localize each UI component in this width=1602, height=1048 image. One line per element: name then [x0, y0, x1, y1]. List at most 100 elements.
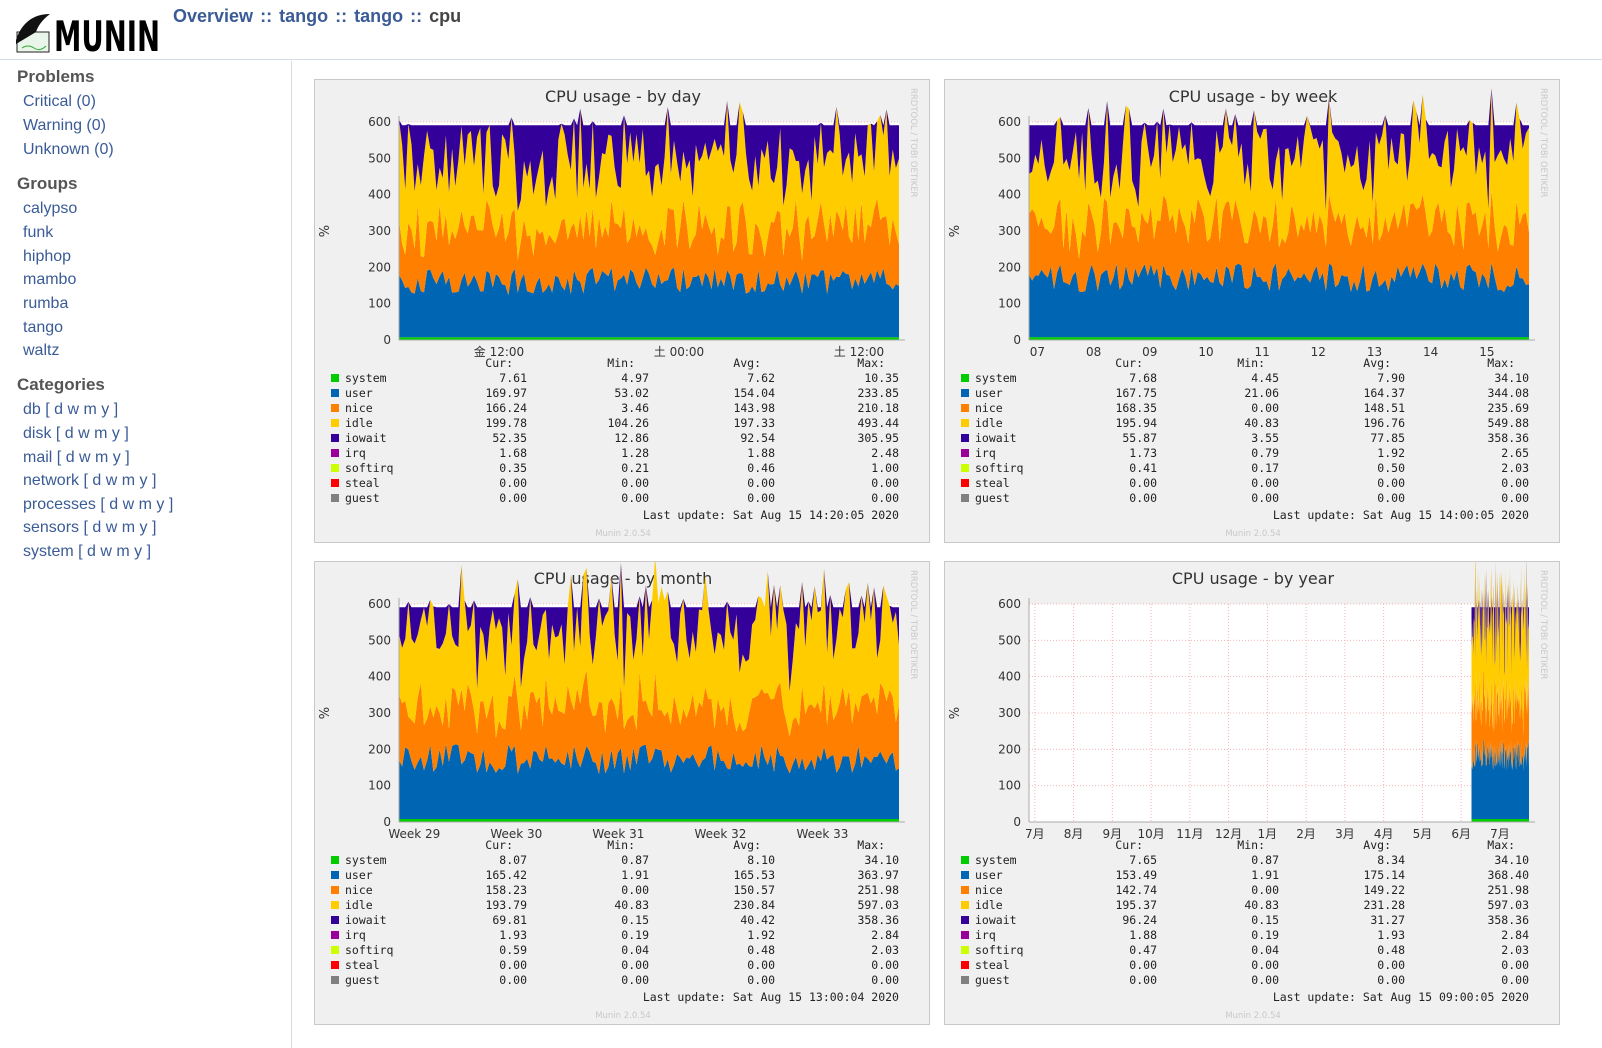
- legend-min: 0.00: [1251, 958, 1279, 972]
- x-tick-label: 5月: [1413, 827, 1433, 841]
- legend-min: 0.04: [621, 943, 649, 957]
- category-period-links[interactable]: [ d w m y ]: [55, 425, 129, 442]
- legend-avg: 0.00: [1377, 958, 1405, 972]
- y-tick-label: 200: [998, 742, 1021, 756]
- legend-min: 0.00: [621, 476, 649, 490]
- group-link-mambo[interactable]: mambo: [23, 271, 77, 288]
- group-link-tango[interactable]: tango: [23, 319, 64, 336]
- y-axis-label: %: [948, 225, 963, 237]
- legend-avg: 0.00: [747, 476, 775, 490]
- x-tick-label: 土 12:00: [834, 345, 884, 359]
- legend-avg: 40.42: [740, 913, 775, 927]
- graph-year[interactable]: CPU usage - by year 0 100 200 300 400 500 600% 7…: [944, 561, 1560, 1025]
- breadcrumb-separator: ::: [410, 6, 423, 26]
- legend-swatch-softirq: [961, 464, 969, 472]
- legend-cur: 0.00: [499, 973, 527, 987]
- legend-min: 0.79: [1251, 446, 1279, 460]
- graph-week[interactable]: CPU usage - by week 0 100 200 300 400 500 600% 0…: [944, 79, 1560, 543]
- legend-avg: 1.92: [747, 928, 775, 942]
- legend-cur: 165.42: [485, 868, 527, 882]
- legend-swatch-iowait: [961, 434, 969, 442]
- legend-swatch-irq: [331, 931, 339, 939]
- x-tick-label: 4月: [1374, 827, 1394, 841]
- series-area-nice: [399, 198, 899, 295]
- legend-label: nice: [345, 401, 373, 415]
- legend-max: 2.03: [871, 943, 899, 957]
- category-period-links[interactable]: [ d w m y ]: [83, 519, 157, 536]
- y-axis-label: %: [948, 707, 963, 719]
- legend-min: 0.00: [1251, 973, 1279, 987]
- legend-min: 0.19: [1251, 928, 1279, 942]
- x-tick-label: 土 00:00: [654, 345, 704, 359]
- legend-swatch-system: [331, 856, 339, 864]
- legend-min: 1.91: [621, 868, 649, 882]
- y-tick-label: 300: [368, 706, 391, 720]
- group-link-rumba[interactable]: rumba: [23, 295, 69, 312]
- legend-label: system: [975, 853, 1017, 867]
- graph-day[interactable]: CPU usage - by day 0 100 200 300 400 500 600% 金 …: [314, 79, 930, 543]
- legend-min: 0.17: [1251, 461, 1279, 475]
- category-link[interactable]: db: [23, 401, 41, 418]
- breadcrumb-group[interactable]: tango: [279, 6, 329, 26]
- legend-max: 0.00: [1501, 973, 1529, 987]
- rrdtool-watermark: RRDTOOL / TOBI OETIKER: [908, 88, 918, 198]
- breadcrumb-host[interactable]: tango: [354, 6, 404, 26]
- category-link[interactable]: processes: [23, 496, 96, 513]
- category-link[interactable]: network: [23, 472, 80, 489]
- graph-title: CPU usage - by day: [545, 87, 701, 106]
- legend-avg: 230.84: [733, 898, 775, 912]
- y-tick-label: 400: [998, 188, 1021, 202]
- category-period-links[interactable]: [ d w m y ]: [45, 401, 119, 418]
- group-link-funk[interactable]: funk: [23, 224, 54, 241]
- legend-swatch-guest: [961, 976, 969, 984]
- graph-month[interactable]: CPU usage - by month 0 100 200 300 400 500 600%…: [314, 561, 930, 1025]
- x-tick-label: 12: [1311, 345, 1326, 359]
- legend-avg: 0.48: [747, 943, 775, 957]
- legend-min: 0.15: [621, 913, 649, 927]
- legend-header-max: Max:: [1487, 838, 1515, 852]
- legend-max: 233.85: [857, 386, 899, 400]
- category-link[interactable]: mail: [23, 449, 53, 466]
- breadcrumb-overview[interactable]: Overview: [173, 6, 254, 26]
- y-tick-label: 500: [998, 151, 1021, 165]
- legend-avg: 143.98: [733, 401, 775, 415]
- category-link[interactable]: disk: [23, 425, 52, 442]
- category-period-links[interactable]: [ d w m y ]: [83, 472, 157, 489]
- x-tick-label: 11月: [1176, 827, 1203, 841]
- legend-swatch-nice: [331, 404, 339, 412]
- munin-version: Munin 2.0.54: [1225, 529, 1281, 539]
- category-period-links[interactable]: [ d w m y ]: [56, 449, 130, 466]
- categories-heading: Categories: [17, 375, 105, 394]
- breadcrumb: Overview :: tango :: tango :: cpu: [173, 6, 461, 27]
- legend-swatch-nice: [961, 404, 969, 412]
- category-period-links[interactable]: [ d w m y ]: [100, 496, 174, 513]
- y-tick-label: 0: [1013, 333, 1021, 347]
- legend-swatch-guest: [331, 976, 339, 984]
- category-link[interactable]: sensors: [23, 519, 80, 536]
- category-link[interactable]: system: [23, 543, 74, 560]
- y-axis-label: %: [318, 707, 333, 719]
- group-link-hiphop[interactable]: hiphop: [23, 248, 72, 265]
- problem-warning-link[interactable]: Warning (0): [23, 117, 106, 134]
- group-link-calypso[interactable]: calypso: [23, 200, 78, 217]
- y-tick-label: 100: [368, 779, 391, 793]
- legend-min: 3.55: [1251, 431, 1279, 445]
- munin-logo[interactable]: MUNIN: [16, 10, 162, 61]
- category-sensors: sensors [ d w m y ]: [23, 519, 156, 537]
- legend-label: nice: [975, 883, 1003, 897]
- group-link-waltz[interactable]: waltz: [23, 342, 60, 359]
- legend-cur: 0.00: [499, 476, 527, 490]
- legend-label: softirq: [345, 461, 393, 475]
- problem-unknown-link[interactable]: Unknown (0): [23, 141, 114, 158]
- category-period-links[interactable]: [ d w m y ]: [78, 543, 152, 560]
- legend-max: 0.00: [1501, 958, 1529, 972]
- legend-swatch-idle: [331, 419, 339, 427]
- legend-cur: 1.93: [499, 928, 527, 942]
- legend-avg: 164.37: [1363, 386, 1405, 400]
- problem-critical-link[interactable]: Critical (0): [23, 93, 96, 110]
- rrdtool-watermark: RRDTOOL / TOBI OETIKER: [908, 570, 918, 680]
- legend-label: system: [345, 853, 387, 867]
- legend-label: iowait: [345, 913, 387, 927]
- legend-header-max: Max:: [1487, 356, 1515, 370]
- legend-min: 0.19: [621, 928, 649, 942]
